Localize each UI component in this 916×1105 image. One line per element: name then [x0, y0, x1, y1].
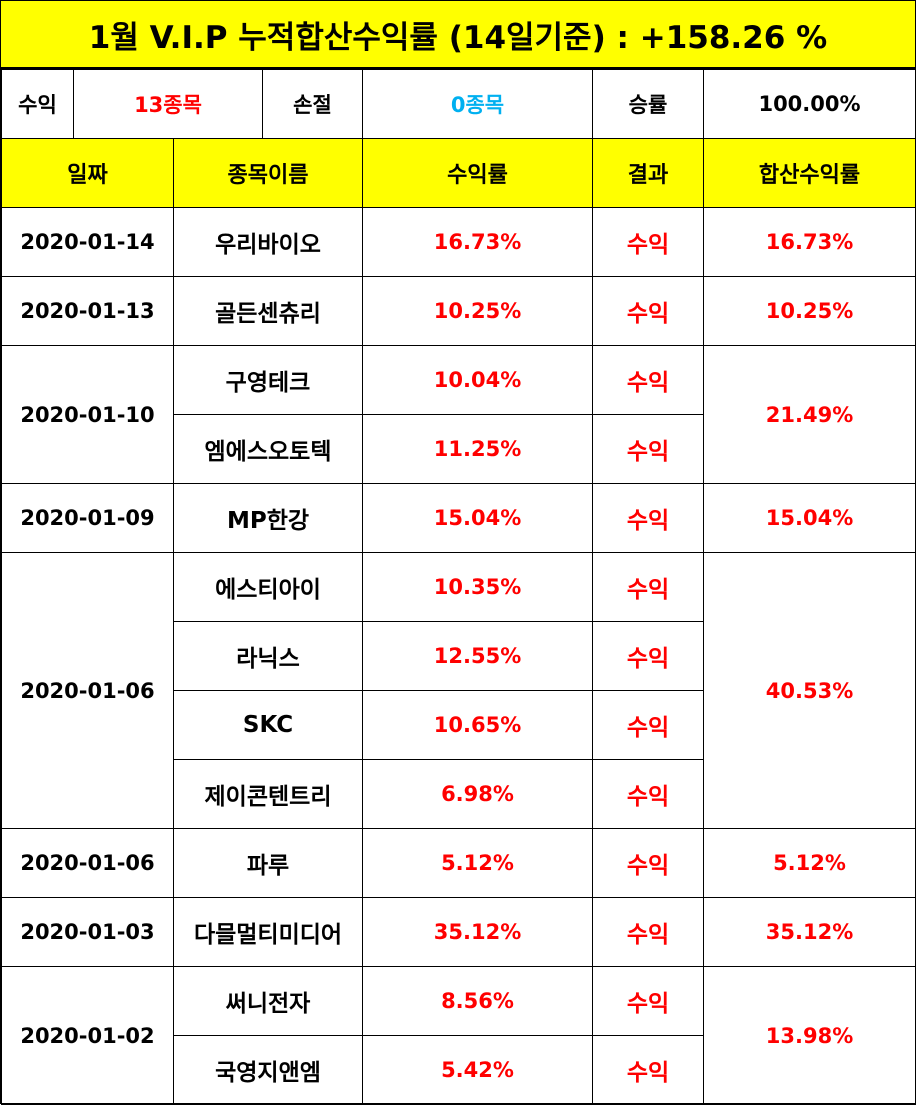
header-total: 합산수익률 — [703, 138, 916, 208]
profit-count: 13종목 — [73, 69, 263, 139]
header-name: 종목이름 — [173, 138, 363, 208]
table-row: 2020-01-09 MP한강 15.04% 수익 15.04% — [1, 483, 916, 553]
header-result: 결과 — [592, 138, 704, 208]
result-cell: 수익 — [592, 276, 704, 346]
table-row: 엠에스오토텍 11.25% 수익 — [2, 414, 916, 484]
header-return: 수익률 — [362, 138, 593, 208]
sheet-title: 1월 V.I.P 누적합산수익률 (14일기준) : +158.26 % — [1, 1, 915, 69]
result-cell: 수익 — [592, 345, 704, 415]
stock-name-cell: 엠에스오토텍 — [173, 414, 363, 484]
table-row: 2020-01-03 다믈멀티미디어 35.12% 수익 35.12% — [1, 897, 916, 967]
table-row: 2020-01-02 써니전자 8.56% 수익 13.98% — [1, 966, 916, 1105]
winrate-value: 100.00% — [703, 69, 916, 139]
profit-label: 수익 — [1, 69, 74, 139]
return-cell: 10.04% — [362, 345, 593, 415]
result-cell: 수익 — [592, 897, 704, 967]
stock-name-cell: 우리바이오 — [173, 207, 363, 277]
table-row: 국영지앤엠 5.42% 수익 — [2, 1035, 916, 1105]
date-cell: 2020-01-14 — [1, 207, 174, 277]
return-cell: 12.55% — [362, 621, 593, 691]
return-cell: 10.25% — [362, 276, 593, 346]
return-cell: 5.12% — [362, 828, 593, 898]
return-cell: 6.98% — [362, 759, 593, 829]
total-return-cell: 5.12% — [703, 828, 916, 898]
total-return-cell: 16.73% — [703, 207, 916, 277]
stock-name-cell: 써니전자 — [173, 966, 363, 1036]
table-row: 제이콘텐트리 6.98% 수익 — [2, 759, 916, 829]
total-return-cell: 21.49% — [703, 345, 916, 484]
return-cell: 35.12% — [362, 897, 593, 967]
stock-name-cell: 제이콘텐트리 — [173, 759, 363, 829]
stock-name-cell: 다믈멀티미디어 — [173, 897, 363, 967]
return-cell: 8.56% — [362, 966, 593, 1036]
result-cell: 수익 — [592, 207, 704, 277]
stock-name-cell: SKC — [173, 690, 363, 760]
total-return-cell: 15.04% — [703, 483, 916, 553]
stock-name-cell: 에스티아이 — [173, 552, 363, 622]
table-row: 2020-01-06 파루 5.12% 수익 5.12% — [1, 828, 916, 898]
total-return-cell: 40.53% — [703, 552, 916, 829]
return-cell: 10.35% — [362, 552, 593, 622]
result-cell: 수익 — [592, 552, 704, 622]
result-cell: 수익 — [592, 621, 704, 691]
date-cell: 2020-01-06 — [1, 552, 174, 829]
result-cell: 수익 — [592, 1035, 704, 1105]
return-cell: 5.42% — [362, 1035, 593, 1105]
result-cell: 수익 — [592, 759, 704, 829]
date-cell: 2020-01-06 — [1, 828, 174, 898]
result-cell: 수익 — [592, 483, 704, 553]
stock-name-cell: 국영지앤엠 — [173, 1035, 363, 1105]
return-cell: 10.65% — [362, 690, 593, 760]
loss-count: 0종목 — [362, 69, 593, 139]
date-cell: 2020-01-10 — [1, 345, 174, 484]
returns-table: 수익 13종목 손절 0종목 승률 100.00% 일짜 종목이름 수익률 결과… — [1, 69, 916, 1105]
date-cell: 2020-01-09 — [1, 483, 174, 553]
date-cell: 2020-01-03 — [1, 897, 174, 967]
stock-name-cell: 파루 — [173, 828, 363, 898]
table-row: 2020-01-13 골든센츄리 10.25% 수익 10.25% — [1, 276, 916, 346]
return-cell: 16.73% — [362, 207, 593, 277]
result-cell: 수익 — [592, 690, 704, 760]
total-return-cell: 13.98% — [703, 966, 916, 1105]
table-row: 2020-01-06 에스티아이 10.35% 수익 40.53% — [1, 552, 916, 829]
total-return-cell: 10.25% — [703, 276, 916, 346]
header-date: 일짜 — [1, 138, 174, 208]
result-cell: 수익 — [592, 966, 704, 1036]
stock-name-cell: 라닉스 — [173, 621, 363, 691]
stock-name-cell: 구영테크 — [173, 345, 363, 415]
stock-name-cell: 골든센츄리 — [173, 276, 363, 346]
total-return-cell: 35.12% — [703, 897, 916, 967]
table-header-row: 일짜 종목이름 수익률 결과 합산수익률 — [1, 138, 916, 208]
result-cell: 수익 — [592, 414, 704, 484]
result-cell: 수익 — [592, 828, 704, 898]
winrate-label: 승률 — [592, 69, 704, 139]
summary-row: 수익 13종목 손절 0종목 승률 100.00% — [1, 69, 916, 139]
date-cell: 2020-01-13 — [1, 276, 174, 346]
table-row: 2020-01-14 우리바이오 16.73% 수익 16.73% — [1, 207, 916, 277]
stock-name-cell: MP한강 — [173, 483, 363, 553]
date-cell: 2020-01-02 — [1, 966, 174, 1105]
return-cell: 11.25% — [362, 414, 593, 484]
table-row: 2020-01-10 구영테크 10.04% 수익 21.49% — [1, 345, 916, 484]
return-cell: 15.04% — [362, 483, 593, 553]
loss-label: 손절 — [262, 69, 363, 139]
